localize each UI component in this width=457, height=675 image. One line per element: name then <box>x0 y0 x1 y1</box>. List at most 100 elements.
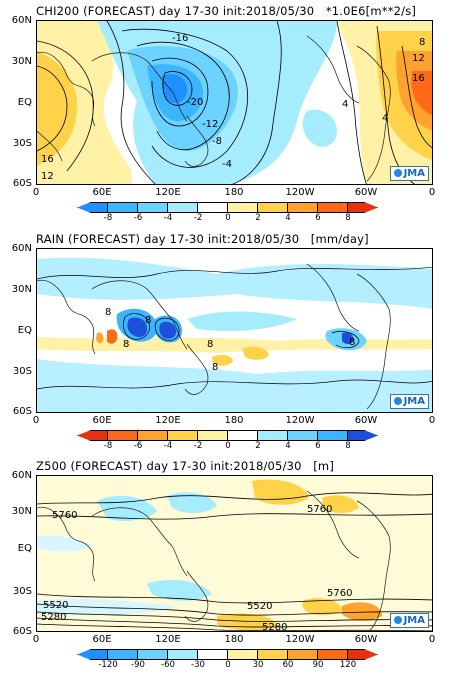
z500-lon-60w: 60W <box>354 634 378 645</box>
chi200-lon-120e: 120E <box>155 187 181 198</box>
colorbar-segment <box>227 649 258 660</box>
colorbar-tick-label: 2 <box>255 213 261 223</box>
colorbar-tick-label: -6 <box>133 213 143 223</box>
colorbar-segment <box>347 430 378 441</box>
chi200-lat-60n: 60N <box>11 15 32 26</box>
chi200-lat-eq: EQ <box>17 97 32 108</box>
rain-lon-120w: 120W <box>285 415 315 426</box>
colorbar-segment <box>107 202 138 213</box>
colorbar-tick-label: -8 <box>103 441 113 451</box>
rain-lon-180: 180 <box>224 415 244 426</box>
colorbar-segment <box>287 202 318 213</box>
z500-jma-credit: JMA <box>389 613 429 628</box>
jma-logo-icon <box>393 616 402 624</box>
z500-lon-120w: 120W <box>285 634 315 645</box>
z500-lon-0: 0 <box>32 634 40 645</box>
z500-lat-eq: EQ <box>17 543 32 554</box>
colorbar-segment <box>137 430 168 441</box>
colorbar-segment <box>137 202 168 213</box>
rain-lat-eq: EQ <box>17 325 32 336</box>
colorbar-segment <box>317 430 348 441</box>
colorbar-tick-label: -2 <box>193 213 203 223</box>
z500-lon-60e: 60E <box>92 634 112 645</box>
rain-contour-label: 8 <box>207 339 213 350</box>
colorbar-segment <box>77 202 108 213</box>
z500-field: 5760 5760 5760 5520 5520 5280 5280 <box>37 476 432 632</box>
chi200-map: -16 -20 -12 -8 -4 4 12 16 8 16 12 4 JMA <box>36 20 433 185</box>
colorbar-segment <box>227 430 258 441</box>
rain-contour-label: 8 <box>105 307 111 318</box>
chi200-field: -16 -20 -12 -8 -4 4 12 16 8 16 12 4 <box>37 21 432 184</box>
chi200-lon-0: 0 <box>32 187 40 198</box>
colorbar-segment <box>317 649 348 660</box>
rain-colorbar-labels: -8 -6 -4 -2 0 2 4 6 8 <box>0 441 457 453</box>
chi200-lon-180: 180 <box>224 187 244 198</box>
colorbar-segment <box>107 649 138 660</box>
colorbar-tick-label: 0 <box>225 213 231 223</box>
chi200-contour-label: -20 <box>187 97 203 108</box>
colorbar-segment <box>197 430 228 441</box>
z500-contour-label: 5520 <box>247 601 272 612</box>
colorbar-segment <box>137 649 168 660</box>
colorbar-segment <box>167 430 198 441</box>
chi200-contour-label: -4 <box>222 159 232 170</box>
rain-map: 8 8 8 8 8 8 JMA <box>36 248 433 413</box>
colorbar-segment <box>167 202 198 213</box>
rain-lon-60e: 60E <box>92 415 112 426</box>
chi200-contour-label: 16 <box>412 73 425 84</box>
z500-contour-label: 5760 <box>307 504 332 515</box>
rain-lon-60w: 60W <box>354 415 378 426</box>
z500-lat-30s: 30S <box>12 586 32 597</box>
rain-lon-0-east: 0 <box>428 415 436 426</box>
z500-lat-60s: 60S <box>12 626 32 637</box>
colorbar-segment <box>167 649 198 660</box>
chi200-lon-60e: 60E <box>92 187 112 198</box>
jma-logo-icon <box>393 169 402 177</box>
colorbar-tick-label: 90 <box>312 660 324 670</box>
chi200-contour-label: -8 <box>212 136 222 147</box>
colorbar-tick-label: -60 <box>161 660 175 670</box>
chi200-lon-120w: 120W <box>285 187 315 198</box>
z500-contour-label: 5280 <box>41 612 66 623</box>
colorbar-segment <box>257 649 288 660</box>
z500-contour-label: 5760 <box>52 510 77 521</box>
z500-title: Z500 (FORECAST) day 17-30 init:2018/05/3… <box>36 459 335 473</box>
chi200-jma-credit: JMA <box>389 166 429 181</box>
chi200-lat-60s: 60S <box>12 178 32 189</box>
colorbar-segment <box>317 202 348 213</box>
jma-logo-icon <box>393 397 402 405</box>
colorbar-tick-label: 6 <box>315 441 321 451</box>
rain-contour-label: 8 <box>123 339 129 350</box>
z500-colorbar-labels: -120 -90 -60 -30 0 30 60 90 120 <box>0 660 457 672</box>
chi200-contour-label: 4 <box>382 113 388 124</box>
rain-contour-label: 8 <box>145 315 151 326</box>
chi200-title: CHI200 (FORECAST) day 17-30 init:2018/05… <box>36 4 417 18</box>
colorbar-segment <box>77 649 108 660</box>
rain-contour-label: 8 <box>212 362 218 373</box>
rain-lat-30s: 30S <box>12 366 32 377</box>
colorbar-segment <box>347 649 378 660</box>
colorbar-tick-label: 0 <box>225 441 231 451</box>
z500-lat-60n: 60N <box>11 470 32 481</box>
colorbar-tick-label: -4 <box>163 441 173 451</box>
chi200-contour-label: 8 <box>419 37 425 48</box>
chi200-colorbar <box>77 202 378 213</box>
colorbar-tick-label: -4 <box>163 213 173 223</box>
chi200-contour-label: 12 <box>41 171 54 182</box>
colorbar-tick-label: -120 <box>98 660 118 670</box>
colorbar-tick-label: 8 <box>345 213 351 223</box>
z500-colorbar <box>77 649 378 660</box>
rain-colorbar <box>77 430 378 441</box>
colorbar-tick-label: 4 <box>285 213 291 223</box>
colorbar-tick-label: 8 <box>345 441 351 451</box>
colorbar-tick-label: -2 <box>193 441 203 451</box>
colorbar-segment <box>257 430 288 441</box>
chi200-contour-label: 12 <box>412 53 425 64</box>
chi200-lon-60w: 60W <box>354 187 378 198</box>
chi200-lon-0-east: 0 <box>428 187 436 198</box>
colorbar-tick-label: -8 <box>103 213 113 223</box>
z500-contour-label: 5520 <box>43 600 68 611</box>
z500-lon-180: 180 <box>224 634 244 645</box>
colorbar-segment <box>347 202 378 213</box>
z500-contour-label: 5280 <box>262 622 287 632</box>
